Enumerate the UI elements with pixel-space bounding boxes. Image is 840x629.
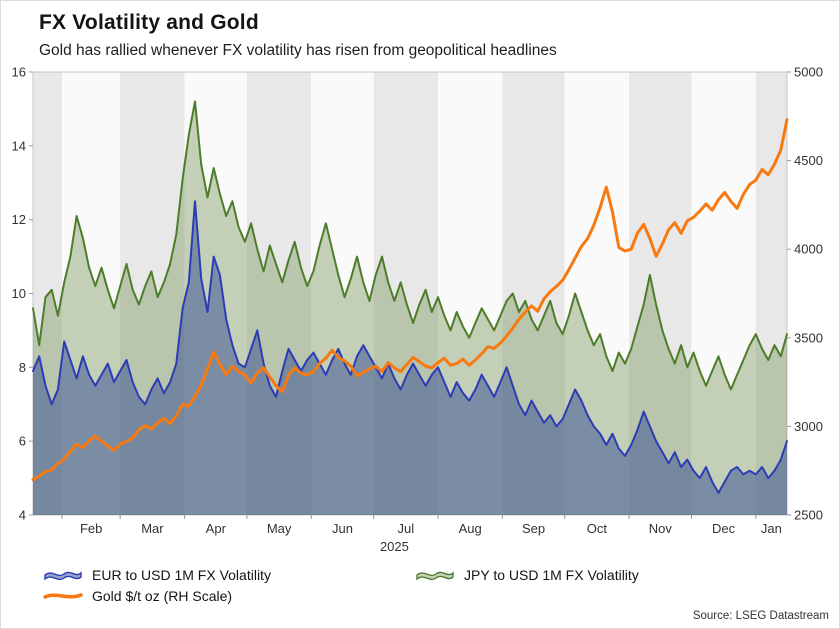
x-month-label: Sep: [522, 521, 545, 536]
y-right-tick-label: 3500: [794, 330, 823, 345]
y-left-tick-label: 14: [12, 138, 26, 153]
gold-swatch-shape: [43, 592, 83, 599]
legend-item-gold: Gold $/t oz (RH Scale): [43, 585, 415, 606]
gold-line-swatch-icon: [43, 592, 83, 599]
jpy-swatch-shape: [416, 570, 454, 581]
y-right-tick-label: 3000: [794, 419, 823, 434]
x-month-label: Jul: [397, 521, 414, 536]
jpy-area-swatch-icon: [416, 570, 454, 581]
x-month-label: Feb: [80, 521, 102, 536]
x-month-label: Nov: [649, 521, 673, 536]
y-left-tick-label: 16: [12, 65, 26, 80]
x-month-label: Aug: [459, 521, 482, 536]
legend-label-eur: EUR to USD 1M FX Volatility: [92, 566, 271, 583]
source-attribution: Source: LSEG Datastream: [692, 610, 829, 622]
x-year-label: 2025: [380, 539, 409, 554]
series-line: [31, 118, 789, 482]
x-month-label: May: [267, 521, 292, 536]
x-month-label: Jan: [761, 521, 782, 536]
legend-item-jpy-volatility: JPY to USD 1M FX Volatility: [415, 564, 639, 585]
y-left-tick-label: 10: [12, 286, 26, 301]
y-right-tick-label: 2500: [794, 508, 823, 523]
series-line: [32, 100, 788, 391]
y-right-tick-label: 4000: [794, 242, 823, 257]
legend: EUR to USD 1M FX Volatility Gold $/t oz …: [1, 564, 839, 606]
x-month-label: Mar: [141, 521, 164, 536]
legend-item-eur-volatility: EUR to USD 1M FX Volatility: [43, 564, 415, 585]
y-right-tick-label: 4500: [794, 153, 823, 168]
x-month-label: Oct: [587, 521, 608, 536]
y-right-tick-label: 5000: [794, 65, 823, 80]
chart-plot-area: 4 6 8 10 12 14 16 2500 3000 3500 4000 4500 5000 Feb Ma…: [12, 65, 823, 555]
x-month-label: Apr: [206, 521, 227, 536]
eur-area-swatch-icon: [44, 570, 82, 581]
x-month-label: Jun: [332, 521, 353, 536]
month-band: [691, 72, 756, 515]
series-line: [32, 200, 788, 494]
legend-column-right: JPY to USD 1M FX Volatility: [415, 564, 639, 606]
y-left-tick-label: 4: [19, 508, 26, 523]
legend-column-left: EUR to USD 1M FX Volatility Gold $/t oz …: [43, 564, 415, 606]
series-area: [33, 201, 787, 515]
x-month-label: Dec: [712, 521, 736, 536]
chart-title: FX Volatility and Gold: [39, 11, 259, 34]
chart-subtitle: Gold has rallied whenever FX volatility …: [39, 42, 557, 59]
y-left-tick-label: 6: [19, 434, 26, 449]
eur-swatch-shape: [44, 570, 82, 581]
y-left-tick-label: 8: [19, 360, 26, 375]
legend-label-gold: Gold $/t oz (RH Scale): [92, 587, 233, 604]
y-left-tick-label: 12: [12, 212, 26, 227]
legend-label-jpy: JPY to USD 1M FX Volatility: [464, 566, 639, 583]
